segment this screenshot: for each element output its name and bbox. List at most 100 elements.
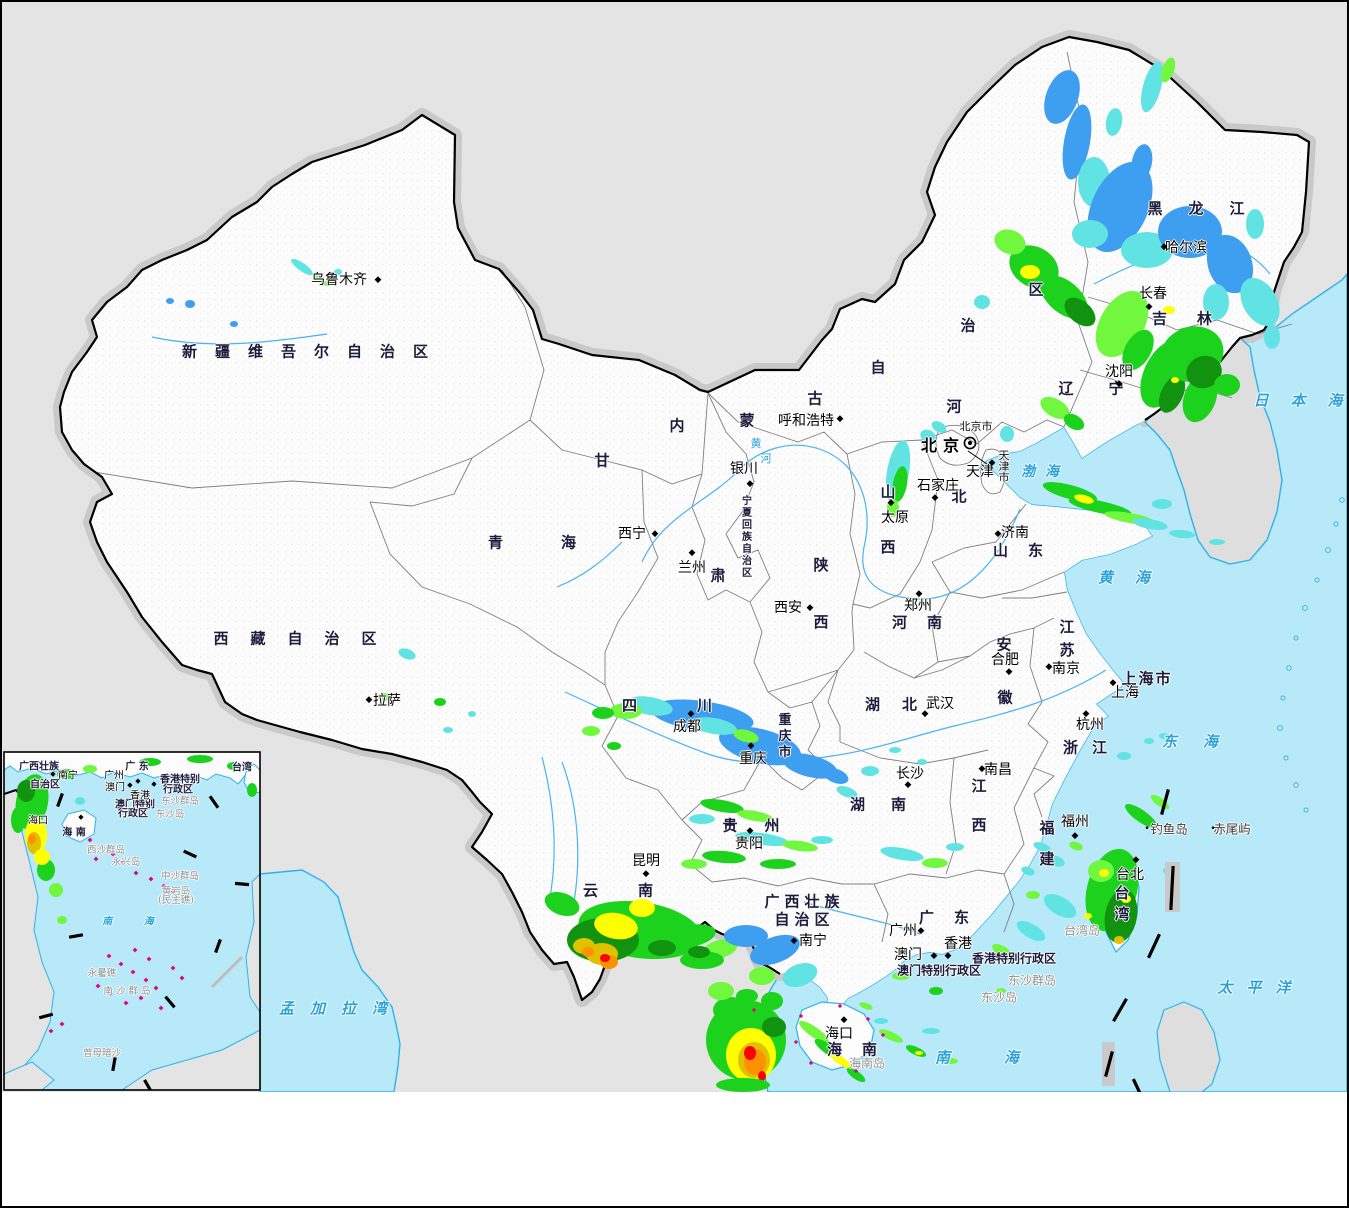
city-marker: ◆ [746, 826, 754, 836]
radar-echo [1026, 891, 1040, 899]
inset-dash-segment [164, 995, 176, 1009]
radar-echo [702, 850, 746, 864]
city-label: 南宁 [799, 933, 827, 949]
province-label: 宁夏回族自治区 [739, 495, 751, 579]
city-marker: ◆ [687, 709, 695, 719]
province-label: 湖北 [864, 695, 940, 714]
radar-echo [648, 940, 676, 956]
radar-echo [1203, 284, 1229, 320]
city-label: 西宁 [618, 526, 646, 542]
city-label: 武汉 [926, 696, 954, 712]
inset-dash-segment [208, 795, 220, 809]
radar-echo [312, 274, 328, 286]
radar-echo [664, 924, 716, 948]
island-dot: • [1210, 824, 1216, 834]
province-label: 内 [669, 416, 685, 435]
radar-echo [610, 703, 642, 719]
province-label: 肃 [710, 566, 726, 585]
clutter-speck [751, 1007, 757, 1013]
city-marker: ◆ [365, 695, 373, 705]
city-marker: ◆ [1132, 855, 1140, 865]
province-label: 徽 [997, 688, 1013, 707]
inset-label: 南宁 [58, 770, 78, 782]
radar-echo [1069, 841, 1083, 851]
province-label: 治 [960, 316, 976, 335]
inset-radar-echo [83, 765, 97, 773]
city-label: 郑州 [904, 598, 932, 614]
small-label: 黄 [750, 437, 762, 450]
radar-echo [1043, 894, 1077, 918]
radar-echo [1021, 866, 1035, 876]
sea-label: 东海 [1161, 732, 1245, 751]
radar-echo [434, 698, 446, 706]
inset-radar-echo [34, 849, 50, 865]
radar-echo [600, 954, 610, 962]
island-label: 东沙群岛 [1007, 973, 1057, 988]
luzon-island [1156, 1001, 1221, 1093]
province-label: 香港特别行政区 [971, 951, 1057, 966]
inset-label: 行政区 [118, 808, 148, 820]
china-territory [60, 37, 1309, 1032]
clutter-speck [865, 1016, 871, 1022]
radar-echo [1125, 804, 1157, 828]
inset-city-marker: ◆ [151, 780, 157, 788]
province-label: 青海 [487, 533, 635, 552]
radar-echo [1163, 306, 1175, 314]
inset-label: 南 海 [102, 916, 168, 928]
radar-echo [607, 742, 621, 750]
radar-echo [733, 729, 759, 743]
sea-label: 日本海 [1253, 391, 1342, 410]
inset-radar-echo [227, 762, 241, 770]
city-marker: ◆ [1145, 302, 1153, 312]
inset-label: 自治区 [30, 779, 60, 791]
city-marker: ◆ [746, 479, 754, 489]
clutter-speck [837, 1003, 843, 1009]
clutter-speck [870, 1045, 876, 1051]
city-label: 福州 [1061, 814, 1089, 830]
radar-echo [879, 1029, 903, 1043]
radar-echo [782, 840, 818, 852]
province-label: 辽宁 [1058, 379, 1159, 398]
map-canvas [2, 2, 1347, 1093]
city-label: 广州 [889, 923, 917, 939]
small-label: 天津市 [997, 449, 1010, 483]
radar-echo [1186, 355, 1222, 389]
south-china-sea-inset [4, 752, 260, 1090]
inset-radar-echo [49, 883, 63, 897]
radar-echo [744, 1046, 756, 1060]
radar-echo [688, 946, 710, 958]
city-marker: ◆ [1115, 379, 1123, 389]
province-label: 山西 [878, 484, 897, 594]
radar-echo [887, 499, 899, 517]
radar-echo [917, 759, 927, 765]
radar-echo [861, 766, 879, 776]
sea-label: 黄海 [1097, 568, 1173, 587]
radar-echo [929, 987, 943, 995]
inset-radar-echo [57, 916, 67, 924]
radar-echo [761, 992, 783, 1010]
radar-echo [1104, 889, 1138, 943]
province-label: 河南 [891, 613, 963, 632]
inset-label: 行政区 [163, 784, 193, 796]
radar-echo [166, 298, 174, 304]
radar-echo [1040, 396, 1070, 420]
province-label: 上海市 [1121, 669, 1173, 688]
radar-echo [892, 466, 908, 502]
city-label: 贵阳 [735, 836, 763, 852]
city-marker: ◆ [651, 529, 659, 539]
city-label: 澳门 [894, 947, 922, 963]
radar-echo [700, 798, 744, 814]
radar-echo [836, 785, 858, 799]
city-marker: ◆ [917, 926, 925, 936]
city-marker: ◆ [915, 589, 923, 599]
radar-echo [922, 1028, 940, 1034]
city-label: 重庆 [739, 751, 767, 767]
inset-radar-echo [187, 755, 213, 763]
city-label: 南昌 [984, 762, 1012, 778]
inset-label: 海口 [28, 815, 48, 827]
inset-label: 中沙群岛 [160, 871, 200, 882]
city-label: 海口 [825, 1026, 853, 1042]
radar-echo [291, 258, 313, 276]
radar-echo [1114, 936, 1124, 944]
province-label: 江西 [969, 778, 988, 856]
